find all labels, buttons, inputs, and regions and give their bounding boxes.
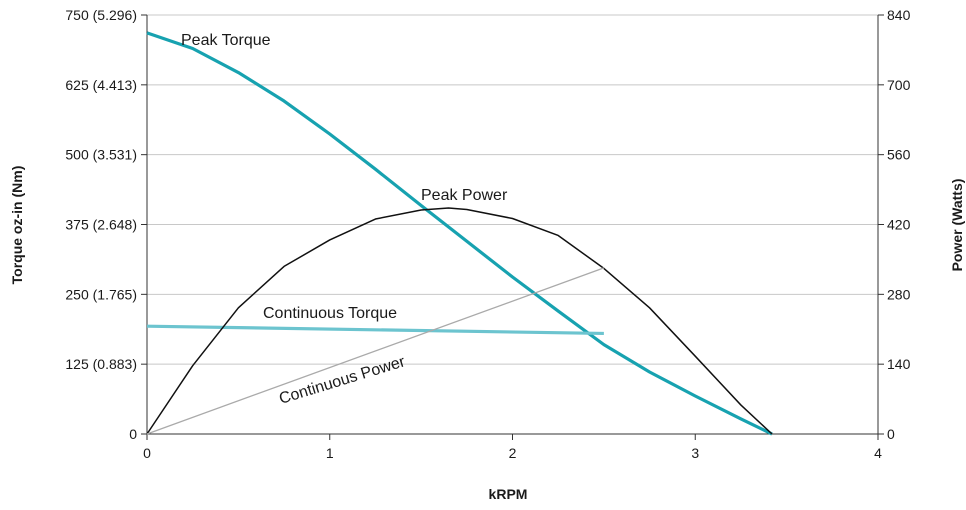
continuous-power-line — [146, 267, 605, 435]
label-continuous-power: Continuous Power — [277, 353, 408, 408]
y-left-tick-label: 125 (0.883) — [65, 356, 137, 372]
label-peak-torque: Peak Torque — [181, 32, 271, 49]
x-tick-label: 4 — [874, 445, 882, 461]
x-tick-label: 0 — [143, 445, 151, 461]
y-right-tick-label: 280 — [887, 286, 911, 302]
y-right-tick-label: 140 — [887, 356, 911, 372]
label-continuous-torque: Continuous Torque — [263, 305, 397, 322]
series-lines — [146, 31, 773, 436]
y-left-tick-label: 375 (2.648) — [65, 217, 137, 233]
y-right-tick-label: 0 — [887, 426, 895, 442]
y-right-tick-label: 700 — [887, 77, 911, 93]
peak-power-line — [146, 207, 773, 435]
y-left-tick-label: 250 (1.765) — [65, 286, 137, 302]
x-tick-label: 3 — [691, 445, 699, 461]
y-left-tick-label: 750 (5.296) — [65, 7, 137, 23]
x-tick-label: 2 — [509, 445, 517, 461]
y-left-tick-label: 0 — [129, 426, 137, 442]
grid-lines — [147, 14, 878, 365]
y-left-tick-label: 500 (3.531) — [65, 147, 137, 163]
peak-torque-line — [146, 31, 773, 436]
y-right-tick-label: 560 — [887, 147, 911, 163]
y-right-axis-title: Power (Watts) — [949, 179, 965, 272]
y-left-tick-label: 625 (4.413) — [65, 77, 137, 93]
y-left-axis-title: Torque oz-in (Nm) — [9, 166, 25, 285]
x-axis-title: kRPM — [489, 486, 528, 502]
y-right-tick-label: 840 — [887, 7, 911, 23]
continuous-torque-line — [146, 324, 604, 336]
x-tick-label: 1 — [326, 445, 334, 461]
y-right-tick-label: 420 — [887, 217, 911, 233]
label-peak-power: Peak Power — [421, 187, 508, 204]
tick-marks: 0 125 (0.883) 250 (1.765) 375 (2.648) 500 (3… — [65, 7, 910, 461]
